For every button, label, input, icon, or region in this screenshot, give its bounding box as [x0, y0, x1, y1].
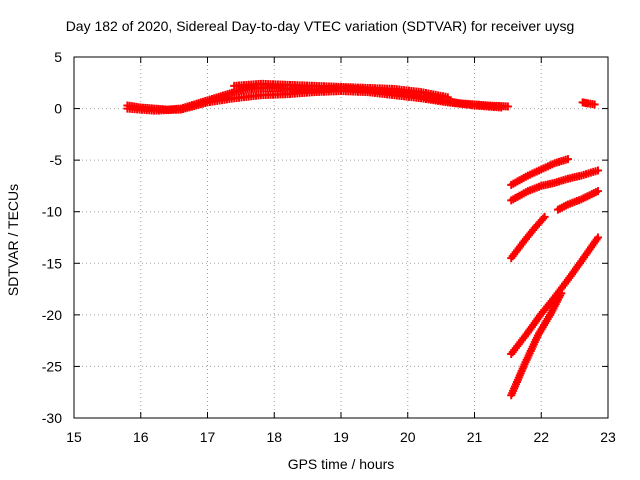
data-point — [540, 212, 549, 221]
data-point-trace — [446, 98, 477, 110]
y-tick-label: 0 — [54, 101, 62, 117]
data-point-trace — [508, 362, 528, 398]
x-tick-label: 18 — [266, 429, 282, 445]
x-tick-label: 20 — [400, 429, 416, 445]
data-point-trace — [286, 80, 316, 90]
data-point-trace — [152, 105, 183, 115]
y-axis-label: SDTVAR / TECUs — [5, 183, 21, 297]
data-point-trace — [586, 99, 597, 109]
plot-frame — [73, 56, 609, 419]
data-point — [593, 187, 602, 196]
data-point-trace — [125, 104, 156, 115]
data-point — [590, 100, 599, 109]
data-point-trace — [339, 87, 370, 96]
data-point-trace — [509, 188, 530, 204]
data-point-trace — [521, 225, 538, 243]
data-point-trace — [312, 81, 343, 91]
data-point — [593, 166, 602, 175]
x-axis-label: GPS time / hours — [287, 456, 395, 472]
data-point-trace — [532, 214, 548, 231]
data-point-trace — [179, 98, 210, 114]
data-point-trace — [232, 91, 263, 102]
x-tick-label: 16 — [133, 429, 149, 445]
y-tick-label: -20 — [42, 307, 62, 323]
data-point-trace — [579, 188, 600, 203]
data-point-trace — [555, 201, 570, 213]
data-point-trace — [508, 330, 531, 357]
data-point-trace — [539, 160, 557, 173]
data-point-trace — [366, 84, 396, 93]
x-tick-label: 23 — [600, 429, 616, 445]
chart-title: Day 182 of 2020, Sidereal Day-to-day VTE… — [65, 18, 575, 34]
data-point-trace — [509, 172, 530, 188]
data-point — [593, 233, 602, 242]
data-point-trace — [286, 88, 316, 98]
data-point-trace — [312, 87, 343, 96]
data-point-trace — [205, 94, 236, 107]
data-point-trace — [472, 101, 503, 112]
x-tick-label: 15 — [66, 429, 82, 445]
data-point-trace — [508, 238, 528, 261]
data-point-trace — [232, 80, 263, 90]
y-tick-label: -15 — [42, 255, 62, 271]
data-point-trace — [538, 295, 558, 316]
y-tick-label: -5 — [50, 152, 63, 168]
data-point — [557, 289, 566, 298]
data-point-trace — [535, 310, 555, 338]
data-point-trace — [259, 90, 290, 100]
y-tick-label: -30 — [42, 410, 62, 426]
x-tick-label: 19 — [333, 429, 349, 445]
data-point-trace — [392, 85, 423, 96]
data-point-trace — [392, 91, 423, 102]
y-tick-label: 5 — [54, 49, 62, 65]
data-point — [503, 102, 512, 111]
y-tick-label: -25 — [42, 358, 62, 374]
data-point-trace — [525, 311, 544, 335]
data-point — [443, 93, 452, 102]
data-point-trace — [526, 166, 544, 179]
data-point-trace — [366, 88, 396, 99]
data-point-trace — [578, 235, 601, 264]
data-point-trace — [565, 259, 584, 282]
x-tick-label: 22 — [533, 429, 549, 445]
data-point-trace — [339, 83, 370, 92]
data-point-trace — [419, 94, 450, 107]
data-point-trace — [521, 333, 541, 367]
y-tick-label: -10 — [42, 204, 62, 220]
data-point-trace — [548, 291, 565, 315]
data-point-trace — [419, 88, 450, 101]
data-point — [563, 155, 572, 164]
data-point — [497, 103, 506, 112]
data-point-trace — [259, 79, 290, 89]
x-tick-label: 17 — [200, 429, 216, 445]
x-tick-label: 21 — [467, 429, 483, 445]
